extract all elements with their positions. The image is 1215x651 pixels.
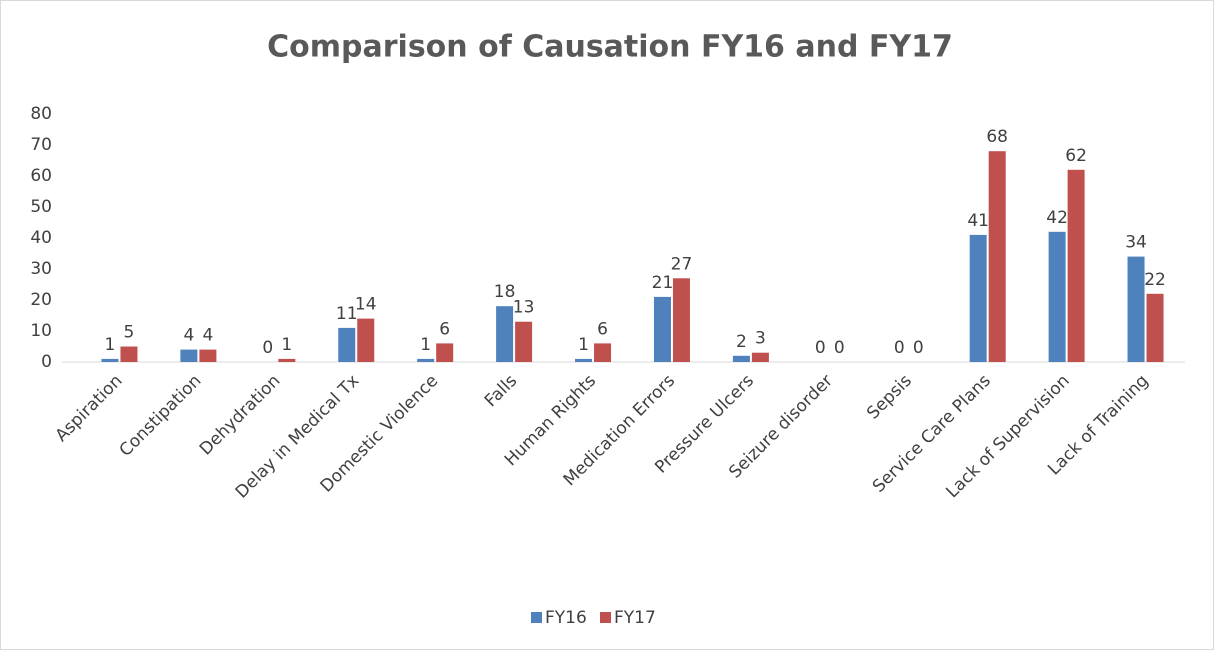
bar [594,343,612,362]
data-label: 1 [281,335,292,355]
data-label: 4 [202,326,213,346]
data-label: 1 [105,335,116,355]
bar [751,352,769,362]
bar [436,343,454,362]
y-tick-label: 70 [30,135,52,155]
data-label: 1 [420,335,431,355]
legend-label: FY17 [614,608,656,628]
data-label: 3 [755,329,766,349]
data-label: 0 [894,338,905,358]
data-label: 34 [1125,233,1147,253]
y-tick-label: 40 [30,228,52,248]
bar [1146,293,1164,362]
legend-swatch [531,612,542,623]
bar [1127,256,1145,362]
bar [180,349,198,362]
data-label: 68 [986,127,1008,147]
bar [417,358,435,362]
data-label: 11 [336,304,358,324]
data-label: 21 [652,273,674,293]
legend-label: FY16 [545,608,587,628]
bar [575,358,593,362]
data-label: 0 [815,338,826,358]
bar [988,151,1006,362]
data-label: 22 [1144,270,1166,290]
bar [732,355,750,362]
data-label: 0 [913,338,924,358]
chart-title: Comparison of Causation FY16 and FY17 [267,30,953,65]
bar [101,358,119,362]
legend-swatch [600,612,611,623]
bar [1048,231,1066,362]
y-tick-label: 20 [30,290,52,310]
bar [199,349,217,362]
data-label: 6 [597,319,608,339]
data-label: 5 [124,323,135,343]
y-tick-label: 30 [30,259,52,279]
bar [1067,169,1085,362]
data-label: 2 [736,332,747,352]
data-label: 0 [834,338,845,358]
data-label: 41 [967,211,989,231]
bar [496,306,514,362]
data-label: 27 [671,254,693,274]
bar [278,358,296,362]
y-tick-label: 80 [30,104,52,124]
bar [515,321,533,362]
y-tick-label: 60 [30,166,52,186]
data-label: 13 [513,298,535,318]
bar [357,318,375,362]
y-tick-label: 10 [30,321,52,341]
data-label: 4 [183,326,194,346]
data-label: 18 [494,282,516,302]
bar [338,327,356,362]
y-tick-label: 50 [30,197,52,217]
y-tick-label: 0 [41,352,52,372]
data-label: 6 [439,319,450,339]
data-label: 42 [1046,208,1068,228]
bar [969,234,987,362]
data-label: 0 [262,338,273,358]
bar [672,278,690,362]
bar [653,296,671,362]
data-label: 14 [355,295,377,315]
data-label: 62 [1065,146,1087,166]
bar [120,346,138,362]
data-label: 1 [578,335,589,355]
